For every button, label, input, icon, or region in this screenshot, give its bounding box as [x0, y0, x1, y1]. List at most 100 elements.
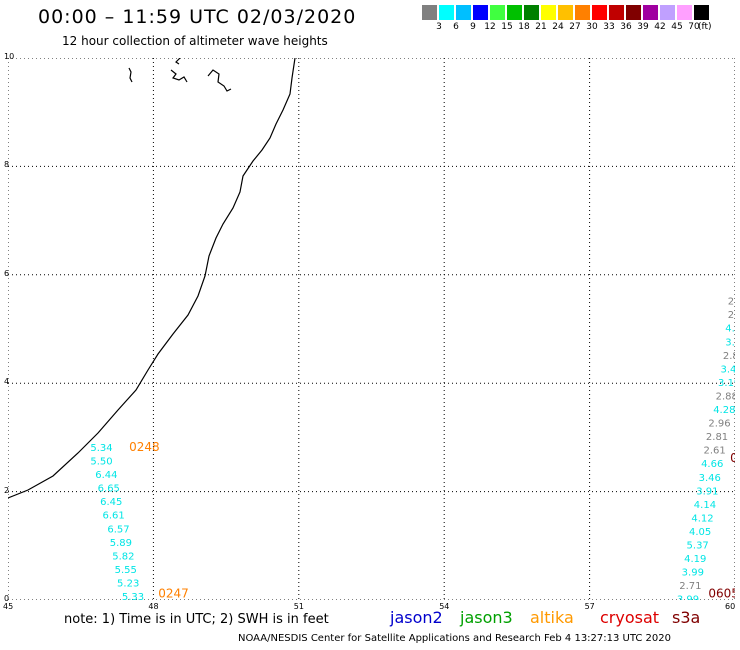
wave-height-value: 6.57 — [107, 524, 129, 535]
legend-label: 24 — [552, 22, 564, 32]
somalia-coastline — [8, 58, 296, 499]
wave-height-value: 5.50 — [90, 457, 112, 468]
satellite-name: altika — [530, 608, 574, 627]
legend-swatch — [541, 5, 557, 20]
wave-height-value: 2.96 — [708, 419, 730, 430]
legend-swatch — [558, 5, 574, 20]
legend-swatch — [490, 5, 506, 20]
wave-height-value: 2. — [728, 310, 735, 321]
lat-tick-label: 6 — [4, 268, 10, 278]
lat-tick-label: 8 — [4, 160, 10, 170]
wave-height-value: 5.82 — [112, 551, 134, 562]
wave-height-value: 4.19 — [684, 554, 706, 565]
legend-swatch — [677, 5, 693, 20]
wave-height-value: 3.91 — [696, 486, 718, 497]
lon-tick-label: 45 — [3, 602, 14, 611]
legend-label: 9 — [470, 22, 476, 32]
wave-height-value: 2. — [728, 297, 735, 308]
legend-swatch — [422, 5, 438, 20]
map-subtitle: 12 hour collection of altimeter wave hei… — [62, 34, 328, 48]
legend-swatch — [473, 5, 489, 20]
wave-height-map: 5.34 5.50 6.44 6.65 6.45 6.61 6.57 5.89 5.82 5.55… — [8, 58, 735, 600]
wave-height-value: 4.2 — [725, 324, 735, 335]
wave-height-value: 3.19 — [718, 378, 735, 389]
lat-tick-label: 2 — [4, 485, 10, 495]
wave-height-value: 4.05 — [689, 527, 711, 538]
legend-label: 6 — [453, 22, 459, 32]
satellite-name: s3a — [672, 608, 701, 627]
legend-label: 36 — [620, 22, 632, 32]
coastline — [8, 58, 296, 499]
lat-tick-label: 10 — [4, 52, 15, 61]
wave-height-value: 2.61 — [703, 446, 725, 457]
legend-swatch — [575, 5, 591, 20]
legend-label: 18 — [518, 22, 530, 32]
wave-height-value: 2.88 — [716, 391, 735, 402]
units-note: note: 1) Time is in UTC; 2) SWH is in fe… — [64, 612, 329, 627]
island-2 — [170, 69, 188, 83]
wave-height-value: 6.65 — [98, 484, 120, 495]
wave-height-value: 5.55 — [115, 565, 137, 576]
wave-height-value: 3.99 — [682, 568, 704, 579]
wave-height-value: 3.46 — [699, 473, 721, 484]
pass-time-label: 0247 — [158, 586, 189, 600]
legend-swatch — [439, 5, 455, 20]
lon-tick-label: 60 — [725, 602, 736, 611]
wave-height-value: 6.45 — [100, 497, 122, 508]
legend-label: 15 — [501, 22, 513, 32]
legend-label: 45 — [671, 22, 683, 32]
legend-label: 70 — [688, 22, 700, 32]
satellite-name: jason2 — [390, 608, 443, 627]
wave-height-value: 5.89 — [110, 538, 132, 549]
wave-height-value: 4.66 — [701, 459, 723, 470]
wave-height-value: 6.44 — [95, 470, 117, 481]
lat-tick-label: 4 — [4, 377, 10, 387]
wave-height-value: 5.23 — [117, 578, 139, 589]
legend-swatch — [592, 5, 608, 20]
satellite-name: cryosat — [600, 608, 660, 627]
island-1 — [128, 67, 133, 83]
satellite-name: jason3 — [460, 608, 513, 627]
lon-tick-label: 54 — [439, 602, 450, 611]
pass-time-label: 0 — [730, 451, 735, 465]
wave-height-value: 2.71 — [679, 581, 701, 592]
wave-height-value: 2.81 — [706, 432, 728, 443]
lon-tick-label: 57 — [584, 602, 595, 611]
wave-height-value: 6.61 — [103, 511, 125, 522]
credit-line: NOAA/NESDIS Center for Satellite Applica… — [238, 633, 671, 644]
island-4 — [175, 58, 181, 65]
legend-label: 27 — [569, 22, 581, 32]
pass-time-label: 0248 — [129, 440, 160, 454]
wave-height-value: 3.99 — [677, 595, 699, 600]
wave-height-value: 5.33 — [122, 592, 144, 600]
lon-tick-label: 48 — [148, 602, 159, 611]
legend-label: 21 — [535, 22, 547, 32]
legend-label: 39 — [637, 22, 649, 32]
wave-height-value: 3.9 — [725, 337, 735, 348]
wave-height-value: 2.8 — [723, 351, 735, 362]
legend-label: 33 — [603, 22, 615, 32]
wave-height-value: 4.12 — [691, 513, 713, 524]
wave-height-value: 4.28 — [713, 405, 735, 416]
legend-swatch — [643, 5, 659, 20]
legend-swatch — [507, 5, 523, 20]
legend-swatch — [626, 5, 642, 20]
legend-label: 12 — [484, 22, 496, 32]
legend-swatch — [609, 5, 625, 20]
altimeter-tracks: 5.34 5.50 6.44 6.65 6.45 6.61 6.57 5.89 5.82 5.55… — [90, 297, 735, 600]
pass-time-label: 0605 — [708, 586, 735, 600]
lat-tick-label: 0 — [4, 594, 10, 603]
legend-label: 30 — [586, 22, 598, 32]
legend-label: 3 — [436, 22, 442, 32]
legend-swatch — [524, 5, 540, 20]
wave-height-value: 5.37 — [687, 541, 709, 552]
legend-swatch — [694, 5, 710, 20]
legend-swatch — [456, 5, 472, 20]
legend-label: 42 — [654, 22, 666, 32]
map-title: 00:00 – 11:59 UTC 02/03/2020 — [38, 6, 357, 28]
legend-unit: (ft) — [698, 22, 712, 32]
wave-height-value: 4.14 — [694, 500, 716, 511]
wave-height-value: 5.34 — [90, 443, 112, 454]
legend-swatch — [660, 5, 676, 20]
island-3 — [207, 69, 232, 92]
